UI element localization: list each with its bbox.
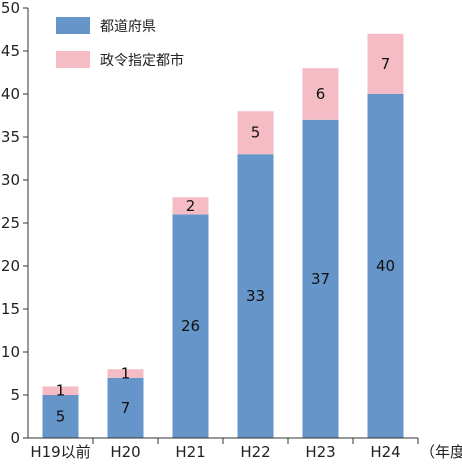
bar-designated-city xyxy=(42,386,79,395)
y-tick-label: 40 xyxy=(1,85,20,103)
axes-layer xyxy=(23,7,419,444)
bar-designated-city xyxy=(302,68,339,120)
legend-label-designated-city: 政令指定都市 xyxy=(100,52,184,69)
data-label: 40 xyxy=(376,257,395,275)
data-label: 1 xyxy=(56,382,66,400)
bar-designated-city xyxy=(172,197,209,215)
legend: 都道府県 政令指定都市 xyxy=(56,17,184,69)
legend-swatch-designated-city xyxy=(56,51,90,68)
y-tick-label: 10 xyxy=(1,343,20,361)
data-label: 1 xyxy=(121,365,131,383)
data-label: 5 xyxy=(56,408,66,426)
x-tick-label: H19以前 xyxy=(30,443,90,461)
y-tick-labels: 0 5 10 15 20 25 30 35 40 45 50 xyxy=(1,0,20,447)
y-tick-label: 35 xyxy=(1,128,20,146)
bars-layer xyxy=(42,33,404,439)
bar-prefecture xyxy=(172,214,209,438)
data-label: 2 xyxy=(186,197,196,215)
bar-designated-city xyxy=(107,369,144,378)
bar-prefecture xyxy=(302,119,339,439)
y-tick-label: 30 xyxy=(1,171,20,189)
data-labels: 5 1 7 1 26 2 33 5 37 6 40 7 xyxy=(56,55,395,426)
x-tick-label: H23 xyxy=(305,443,335,461)
legend-swatch-prefecture xyxy=(56,17,90,34)
legend-label-prefecture: 都道府県 xyxy=(100,19,156,35)
y-tick-label: 0 xyxy=(10,429,20,447)
x-tick-label: H20 xyxy=(110,443,140,461)
y-tick-label: 50 xyxy=(1,0,20,17)
x-tick-labels: H19以前 H20 H21 H22 H23 H24 xyxy=(30,443,400,461)
x-tick-label: H22 xyxy=(240,443,270,461)
y-tick-label: 25 xyxy=(1,214,20,232)
data-label: 7 xyxy=(121,399,131,417)
bar-prefecture xyxy=(42,395,79,438)
data-label: 7 xyxy=(381,55,391,73)
data-label: 5 xyxy=(251,124,261,142)
y-tick-label: 15 xyxy=(1,300,20,318)
x-tick-label: H24 xyxy=(370,443,400,461)
bar-prefecture xyxy=(237,154,274,438)
y-tick-label: 5 xyxy=(10,386,20,404)
data-label: 33 xyxy=(246,287,265,305)
y-tick-label: 45 xyxy=(1,42,20,60)
bar-prefecture xyxy=(367,94,404,438)
bar-designated-city xyxy=(367,33,404,94)
data-label: 37 xyxy=(311,270,330,288)
data-label: 26 xyxy=(181,317,200,335)
bar-designated-city xyxy=(237,111,274,155)
bar-prefecture xyxy=(107,377,144,438)
y-tick-label: 20 xyxy=(1,257,20,275)
x-axis-unit: （年度） xyxy=(420,443,462,461)
x-tick-label: H21 xyxy=(175,443,205,461)
data-label: 6 xyxy=(316,85,326,103)
